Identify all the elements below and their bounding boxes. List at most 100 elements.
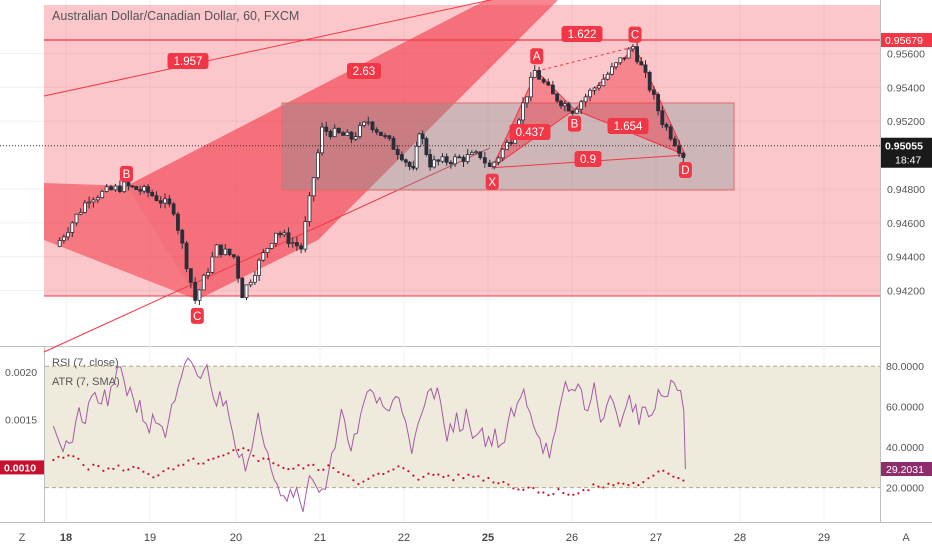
ratio-label-263[interactable]: 2.63 xyxy=(347,63,381,79)
candle-body xyxy=(566,103,571,112)
atr-dot xyxy=(162,470,165,473)
ratio-label-263-text: 2.63 xyxy=(353,66,375,78)
atr-dot xyxy=(307,464,310,467)
candle-body xyxy=(444,156,449,163)
atr-dot xyxy=(452,479,455,482)
candle-body xyxy=(574,108,579,114)
candle-body xyxy=(478,151,483,159)
atr-dot xyxy=(187,459,190,462)
atr-dot xyxy=(222,454,225,457)
ratio-label-1957[interactable]: 1.957 xyxy=(167,53,209,69)
candle-body xyxy=(647,71,652,91)
candle-body xyxy=(328,131,333,138)
atr-dot xyxy=(527,486,530,489)
auto-scale-button[interactable]: A xyxy=(902,532,910,544)
point-label-x-text: X xyxy=(488,177,496,189)
candle-body xyxy=(504,142,509,150)
pattern-labels[interactable]: B C 1.957 2.63 X A B C D 0.437 1.622 1.654 0.9 xyxy=(119,26,692,324)
atr-dot xyxy=(667,472,670,475)
atr-dot xyxy=(512,487,515,490)
candle-body xyxy=(541,78,546,83)
time-tick-label: 20 xyxy=(230,532,242,544)
candle-body xyxy=(411,166,416,169)
atr-dot xyxy=(112,467,115,470)
point-label-d[interactable]: D xyxy=(678,162,692,179)
ratio-label-ac[interactable]: 1.622 xyxy=(561,26,603,42)
atr-dot xyxy=(287,467,290,471)
candle-body xyxy=(261,252,266,261)
candle-body xyxy=(282,232,287,236)
candle-body xyxy=(269,242,274,249)
ratio-label-bd-bg xyxy=(607,118,649,134)
atr-dot xyxy=(607,482,610,485)
candle-body xyxy=(681,152,686,159)
point-label-left-c[interactable]: C xyxy=(190,307,204,324)
candle-body xyxy=(286,232,291,245)
candle-body xyxy=(83,202,87,213)
candle-body xyxy=(592,87,597,91)
atr-dot xyxy=(547,494,550,497)
atr-dot xyxy=(357,482,360,486)
candle-body xyxy=(188,268,193,283)
candle-body xyxy=(474,151,479,154)
point-label-x[interactable]: X xyxy=(485,173,499,190)
atr-dot xyxy=(392,468,395,471)
candle-body xyxy=(341,132,346,136)
atr-label: ATR (7, SMA) xyxy=(52,376,120,388)
timezone-button[interactable]: Z xyxy=(19,532,26,544)
candle-body xyxy=(618,57,623,64)
point-label-left-b[interactable]: B xyxy=(119,165,133,182)
candle-body xyxy=(622,57,627,60)
candle-body xyxy=(290,242,295,245)
atr-dot xyxy=(562,491,565,495)
candle-body xyxy=(210,256,215,273)
candle-body xyxy=(294,242,299,247)
candle-body xyxy=(605,73,610,80)
atr-dot xyxy=(492,481,495,484)
point-label-a[interactable]: A xyxy=(530,48,544,65)
candle-body xyxy=(414,145,419,169)
candle-body xyxy=(387,135,392,139)
chart-title: Australian Dollar/Canadian Dollar, 60, F… xyxy=(52,9,299,23)
candle-body xyxy=(465,154,470,162)
candle-body xyxy=(176,213,180,231)
candle-body xyxy=(248,281,253,286)
atr-dot xyxy=(652,474,655,477)
time-tick-label: 21 xyxy=(314,532,326,544)
atr-dot xyxy=(192,457,195,460)
time-tick-label: 27 xyxy=(650,532,662,544)
point-label-a-text: A xyxy=(533,51,541,63)
atr-dot xyxy=(422,475,425,478)
candle-body xyxy=(100,190,105,199)
atr-dot xyxy=(382,472,385,476)
candle-body xyxy=(126,181,131,187)
atr-dot xyxy=(142,470,145,473)
candle-body xyxy=(656,94,660,112)
ratio-label-bd[interactable]: 1.654 xyxy=(607,118,649,134)
point-label-c[interactable]: C xyxy=(628,26,642,43)
atr-dot xyxy=(242,447,245,450)
candle-body xyxy=(109,186,113,191)
ratio-label-xb[interactable]: 0.437 xyxy=(509,124,551,140)
atr-dot xyxy=(662,469,665,472)
candle-body xyxy=(537,70,541,80)
ratio-label-xd[interactable]: 0.9 xyxy=(574,151,602,167)
point-label-b[interactable]: B xyxy=(568,115,582,132)
time-tick-label: 22 xyxy=(398,532,410,544)
ratio-label-xd-bg xyxy=(574,151,602,167)
rsi-last-text: 29.2031 xyxy=(886,464,924,476)
candle-body xyxy=(70,222,75,233)
top-price-badge: 0.95679 xyxy=(881,33,932,48)
candle-body xyxy=(299,245,304,250)
atr-dot xyxy=(217,455,220,458)
indicator-pane[interactable]: RSI (7, close) ATR (7, SMA) 80.0000 60.0000… xyxy=(0,347,932,522)
atr-dot xyxy=(632,481,635,484)
atr-dot xyxy=(612,484,615,487)
atr-dot xyxy=(237,448,240,451)
candle-body xyxy=(303,221,308,250)
candle-body xyxy=(639,61,644,66)
candle-body xyxy=(265,247,270,253)
atr-dot xyxy=(537,491,540,494)
